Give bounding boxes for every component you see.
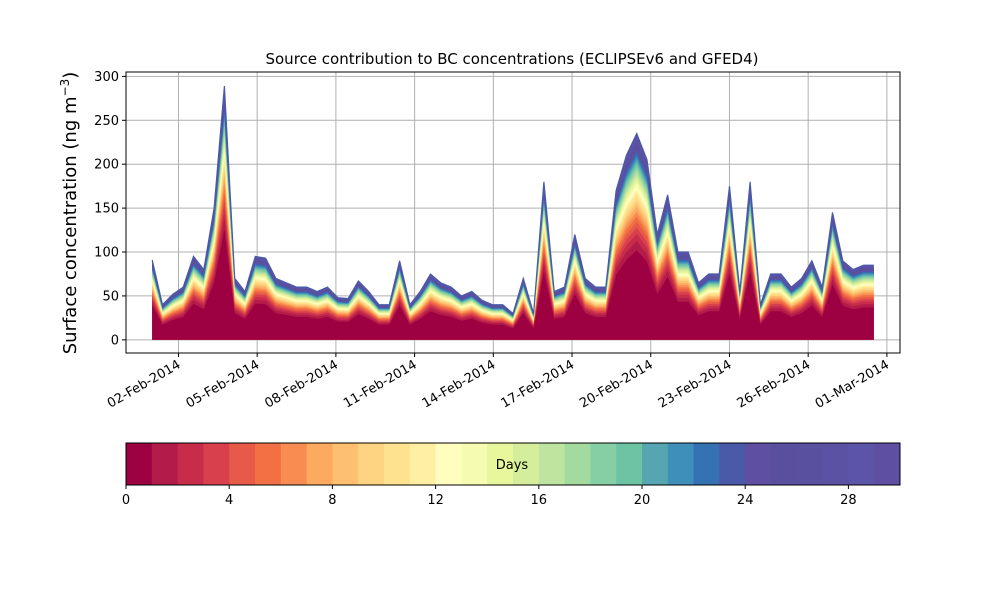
- x-tick-label: 14-Feb-2014: [420, 357, 499, 411]
- colorbar-tick-label: 24: [737, 493, 754, 508]
- y-axis: 0 50 100 150 200 250 300: [94, 70, 126, 348]
- colorbar-swatch: [435, 443, 462, 485]
- colorbar-swatch: [771, 443, 798, 485]
- colorbar-swatch: [848, 443, 875, 485]
- y-axis-label-sup: −3: [58, 79, 72, 97]
- colorbar-swatch: [177, 443, 204, 485]
- y-tick-label: 100: [94, 246, 119, 261]
- colorbar-tick-label: 0: [122, 493, 130, 508]
- x-tick-label: 20-Feb-2014: [577, 357, 656, 411]
- chart-title: Source contribution to BC concentrations…: [265, 50, 758, 68]
- y-tick-label: 250: [94, 114, 119, 129]
- colorbar-swatch: [745, 443, 772, 485]
- area-layer-day-0: [152, 229, 874, 340]
- colorbar-swatch: [384, 443, 411, 485]
- colorbar-swatch: [280, 443, 308, 485]
- y-axis-label: Surface concentration (ng m−3): [58, 72, 81, 355]
- colorbar-swatch: [126, 443, 153, 485]
- colorbar-swatch: [667, 443, 695, 485]
- stacked-area-layers: [151, 85, 874, 340]
- y-tick-label: 50: [102, 289, 119, 304]
- y-tick-label: 0: [111, 333, 119, 348]
- colorbar-swatch: [796, 443, 824, 485]
- colorbar-swatch: [513, 443, 540, 485]
- colorbar-tick-label: 16: [531, 493, 548, 508]
- y-tick-label: 150: [94, 202, 119, 217]
- total-outline: [151, 85, 874, 315]
- x-tick-label: 11-Feb-2014: [341, 357, 420, 411]
- x-axis: 02-Feb-2014 05-Feb-2014 08-Feb-2014 11-Feb-…: [105, 353, 892, 412]
- colorbar: 0 4 8 12 16 20 24 28: [122, 442, 901, 508]
- colorbar-swatch: [642, 443, 669, 485]
- colorbar-swatch: [255, 443, 282, 485]
- colorbar-swatch: [306, 443, 333, 485]
- colorbar-frame: [125, 442, 901, 486]
- y-axis-label-main: Surface concentration (ng m: [60, 96, 81, 354]
- plot-frame: [125, 71, 901, 354]
- colorbar-swatch: [616, 443, 643, 485]
- colorbar-swatch: [203, 443, 230, 485]
- x-tick-label: 01-Mar-2014: [813, 357, 892, 411]
- colorbar-label: Days: [496, 458, 529, 473]
- colorbar-swatch: [409, 443, 437, 485]
- x-tick-label: 05-Feb-2014: [184, 357, 263, 411]
- colorbar-swatch: [693, 443, 720, 485]
- colorbar-swatch: [151, 443, 179, 485]
- colorbar-swatch: [822, 443, 849, 485]
- colorbar-swatch: [538, 443, 566, 485]
- colorbar-swatch: [874, 443, 901, 485]
- x-tick-label: 17-Feb-2014: [498, 357, 577, 411]
- colorbar-tick-label: 8: [328, 493, 336, 508]
- colorbar-swatch: [461, 443, 488, 485]
- colorbar-tick-label: 4: [225, 493, 233, 508]
- colorbar-tick-label: 28: [840, 493, 857, 508]
- x-tick-label: 02-Feb-2014: [105, 357, 184, 411]
- colorbar-swatch: [590, 443, 617, 485]
- y-tick-label: 200: [94, 158, 119, 173]
- colorbar-swatch: [564, 443, 591, 485]
- x-tick-label: 23-Feb-2014: [656, 357, 735, 411]
- colorbar-swatch: [358, 443, 385, 485]
- colorbar-swatch: [229, 443, 256, 485]
- colorbar-tick-label: 20: [634, 493, 651, 508]
- x-tick-label: 26-Feb-2014: [735, 357, 814, 411]
- colorbar-tick-label: 12: [427, 493, 444, 508]
- x-tick-label: 08-Feb-2014: [262, 357, 341, 411]
- colorbar-swatch: [332, 443, 359, 485]
- colorbar-swatch: [487, 443, 514, 485]
- y-axis-label-close: ): [60, 72, 81, 79]
- colorbar-swatch: [719, 443, 746, 485]
- y-tick-label: 300: [94, 70, 119, 85]
